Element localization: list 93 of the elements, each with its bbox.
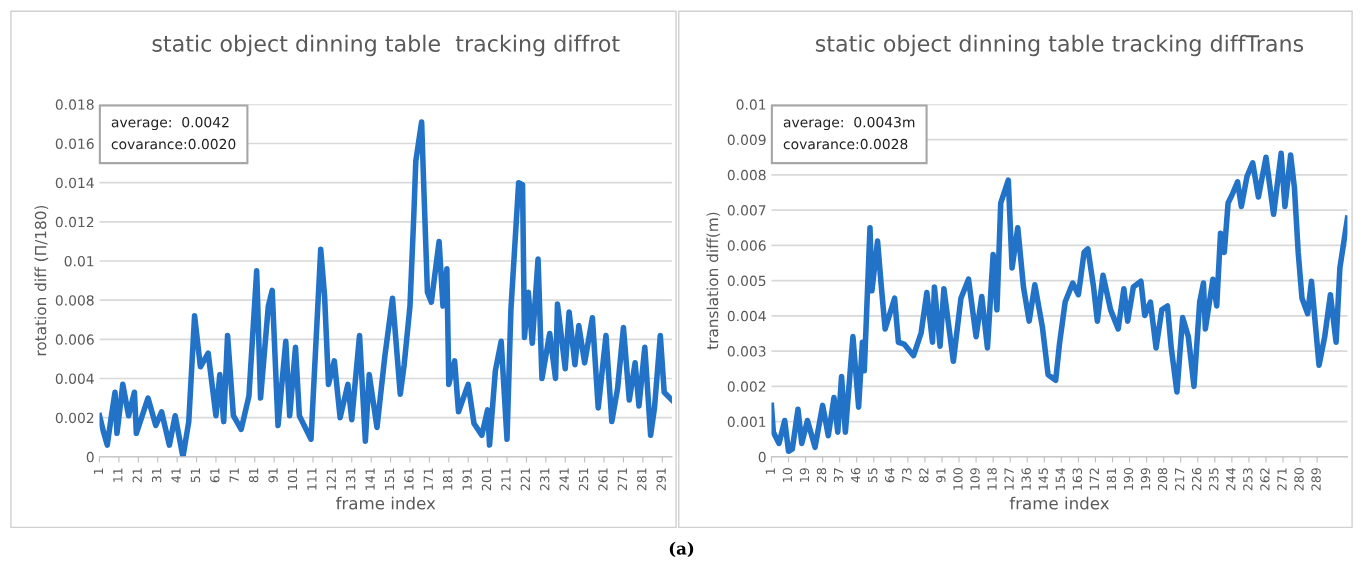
y-axis-title: rotation diff (Π/180): [34, 205, 49, 356]
x-tick-label: 251: [578, 468, 589, 491]
x-tick-label: 191: [462, 468, 472, 490]
x-tick-label: 21: [132, 468, 142, 483]
x-axis-title: frame index: [335, 496, 436, 510]
y-tick-label: 0: [86, 451, 94, 463]
x-tick-label: 136: [1021, 468, 1031, 490]
x-tick-label: 280: [1294, 468, 1304, 491]
x-tick-label: 55: [868, 468, 878, 483]
y-tick-label: 0.002: [727, 381, 766, 392]
y-tick-label: 0.016: [55, 138, 94, 149]
text: (a): [669, 541, 694, 558]
y-tick-label: 0.014: [55, 177, 94, 189]
y-tick-label: 0.004: [55, 373, 94, 384]
chart-title: static object dinning table tracking diffTrans: [815, 34, 1304, 57]
x-tick-label: 163: [1072, 468, 1083, 490]
x-tick-label: 28: [816, 468, 827, 483]
y-tick-label: 0.008: [55, 295, 94, 306]
x-tick-label: 211: [501, 468, 511, 491]
y-tick-label: 0: [758, 451, 766, 463]
x-tick-label: 172: [1089, 468, 1099, 490]
x-tick-label: 262: [1260, 468, 1270, 491]
x-tick-label: 201: [481, 468, 492, 491]
y-tick-label: 0.012: [55, 216, 94, 228]
x-tick-label: 253: [1243, 468, 1253, 491]
x-tick-label: 101: [287, 468, 298, 490]
x-tick-label: 199: [1140, 468, 1151, 490]
x-tick-label: 181: [1106, 468, 1117, 490]
x-tick-label: 1: [93, 468, 103, 474]
x-tick-label: 81: [248, 468, 259, 483]
x-tick-label: 217: [1174, 468, 1185, 491]
x-tick-label: 151: [384, 468, 395, 490]
x-tick-label: 289: [1311, 468, 1321, 491]
y-tick-label: 0.008: [727, 169, 766, 181]
x-tick-label: 271: [1277, 468, 1287, 491]
y-tick-label: 0.006: [55, 334, 94, 345]
y-tick-label: 0.002: [55, 412, 94, 424]
x-tick-label: 226: [1191, 468, 1202, 491]
y-axis-title: translation diff(m): [706, 212, 721, 350]
y-tick-label: 0.003: [727, 346, 766, 357]
x-tick-label: 46: [850, 468, 861, 483]
x-tick-label: 131: [345, 468, 356, 490]
x-axis-title: frame index: [1009, 496, 1110, 510]
x-tick-label: 141: [365, 468, 375, 490]
x-tick-label: 109: [970, 468, 980, 490]
x-tick-label: 41: [171, 468, 181, 483]
x-tick-label: 171: [423, 468, 433, 490]
x-tick-label: 111: [307, 468, 317, 490]
x-tick-label: 61: [210, 468, 220, 483]
x-tick-label: 181: [442, 468, 453, 490]
y-tick-label: 0.004: [727, 310, 766, 322]
y-tick-label: 0.006: [727, 240, 766, 251]
x-tick-label: 208: [1157, 468, 1168, 491]
x-tick-label: 244: [1226, 467, 1236, 491]
x-tick-label: 161: [404, 468, 414, 490]
x-tick-label: 261: [598, 468, 608, 491]
x-tick-label: 51: [190, 468, 201, 483]
x-tick-label: 121: [326, 468, 336, 490]
x-tick-label: 91: [268, 468, 278, 483]
x-tick-label: 19: [799, 468, 810, 482]
x-tick-label: 281: [637, 468, 647, 491]
x-tick-label: 82: [919, 468, 929, 483]
x-tick-label: 231: [540, 468, 550, 491]
x-tick-label: 145: [1038, 468, 1048, 490]
x-tick-label: 221: [520, 468, 530, 491]
x-tick-label: 91: [936, 468, 946, 483]
x-tick-label: 154: [1055, 467, 1065, 490]
y-tick-label: 0.01: [736, 99, 766, 110]
x-tick-label: 235: [1209, 468, 1219, 491]
x-tick-label: 127: [1004, 468, 1014, 490]
y-tick-label: 0.01: [64, 255, 94, 267]
x-tick-label: 241: [559, 468, 569, 491]
x-tick-label: 291: [656, 468, 666, 491]
annotation: average: 0.0042 covarance:0.0020: [111, 116, 236, 150]
x-tick-label: 71: [229, 468, 239, 483]
y-tick-label: 0.007: [727, 205, 766, 216]
y-tick-label: 0.009: [727, 134, 766, 146]
y-tick-label: 0.018: [55, 99, 94, 110]
x-tick-label: 100: [953, 468, 963, 490]
y-tick-label: 0.005: [727, 275, 766, 287]
x-tick-label: 73: [902, 468, 912, 483]
y-tick-label: 0.001: [727, 416, 766, 428]
x-tick-label: 64: [885, 467, 895, 483]
x-tick-label: 190: [1123, 468, 1134, 490]
x-tick-label: 271: [617, 468, 627, 491]
chart-title: static object dinning table tracking diffrot: [152, 34, 620, 57]
x-tick-label: 11: [113, 468, 123, 482]
x-tick-label: 31: [151, 468, 162, 483]
x-tick-label: 1: [765, 468, 775, 474]
x-tick-label: 10: [782, 468, 793, 482]
annotation: average: 0.0043m covarance:0.0028: [783, 116, 915, 150]
x-tick-label: 37: [833, 468, 844, 483]
x-tick-label: 118: [987, 468, 997, 490]
